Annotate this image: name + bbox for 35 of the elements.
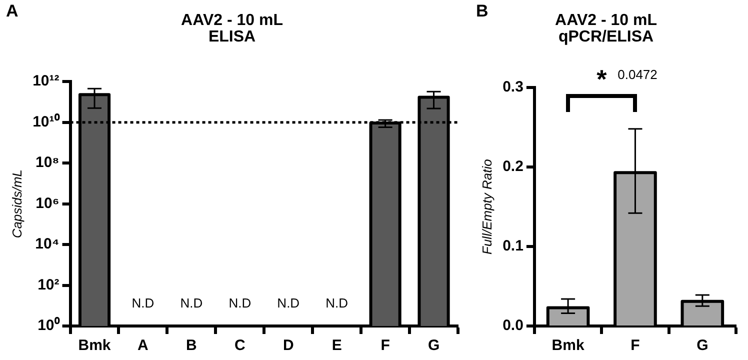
y-tick-label: 10⁴ bbox=[35, 236, 60, 253]
y-tick-label: 10¹⁰ bbox=[32, 112, 60, 130]
text: N.D bbox=[326, 296, 348, 311]
y-tick-label: 10² bbox=[38, 276, 60, 294]
chart-title: AAV2 - 10 mL qPCR/ELISA bbox=[555, 12, 658, 46]
y-tick-label: 10¹² bbox=[32, 72, 60, 90]
y-axis-title: Full/Empty Ratio bbox=[479, 159, 494, 254]
text: N.D bbox=[132, 296, 154, 311]
text: A bbox=[6, 2, 18, 21]
x-tick-label: D bbox=[282, 337, 294, 354]
y-tick-label: 0.2 bbox=[502, 158, 524, 176]
x-tick-label: Bmk bbox=[78, 337, 112, 354]
y-tick-label: 10⁰ bbox=[38, 316, 60, 334]
x-tick-label: A bbox=[138, 337, 149, 354]
x-tick-label: G bbox=[696, 337, 708, 354]
x-tick-label: Bmk bbox=[552, 337, 585, 354]
x-tick-label: F bbox=[630, 337, 640, 354]
text: N.D bbox=[228, 296, 252, 311]
x-tick-label: F bbox=[380, 337, 390, 354]
x-tick-label: C bbox=[234, 337, 246, 354]
text: N.D bbox=[277, 296, 300, 311]
x-tick-label: E bbox=[332, 337, 342, 354]
x-tick-label: G bbox=[428, 337, 440, 354]
y-tick-label: 0.3 bbox=[502, 78, 524, 96]
y-tick-label: 10⁶ bbox=[36, 194, 60, 212]
text: 0.0472 bbox=[618, 67, 658, 82]
y-tick-label: 0.1 bbox=[502, 238, 524, 255]
text: B bbox=[476, 2, 488, 21]
y-tick-label: 10⁸ bbox=[36, 154, 60, 172]
y-axis-title: Capsids/mL bbox=[9, 169, 24, 238]
annotation: * bbox=[596, 64, 608, 94]
y-tick-label: 0.0 bbox=[502, 317, 524, 334]
x-tick-label: B bbox=[186, 337, 198, 354]
text: N.D bbox=[180, 296, 203, 311]
chart-title: AAV2 - 10 mL ELISA bbox=[181, 12, 284, 46]
